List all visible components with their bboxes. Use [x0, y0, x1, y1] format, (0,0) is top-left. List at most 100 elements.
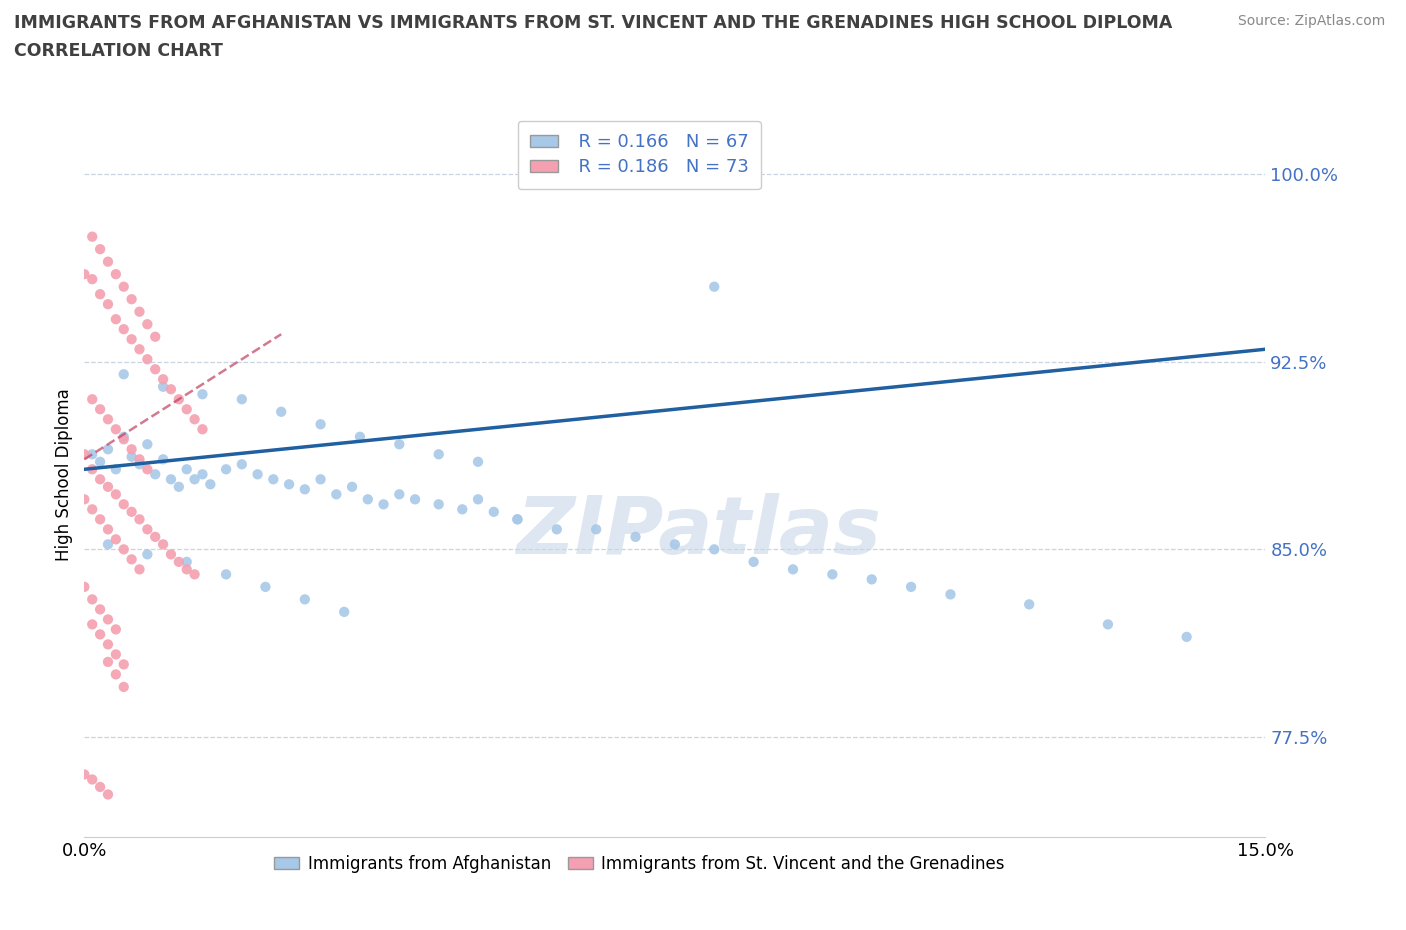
Point [183, 472, 205, 486]
Text: CORRELATION CHART: CORRELATION CHART [14, 42, 224, 60]
Point [104, 667, 127, 682]
Point [451, 502, 474, 517]
Point [349, 430, 371, 445]
Point [89, 602, 111, 617]
Point [128, 304, 150, 319]
Point [73, 767, 96, 782]
Point [1175, 630, 1198, 644]
Point [506, 512, 529, 526]
Point [97, 254, 120, 269]
Point [104, 647, 127, 662]
Point [89, 472, 111, 486]
Point [112, 657, 135, 671]
Point [167, 479, 190, 494]
Point [128, 457, 150, 472]
Point [183, 412, 205, 427]
Point [183, 567, 205, 582]
Point [467, 455, 489, 470]
Point [121, 449, 143, 464]
Point [104, 532, 127, 547]
Point [73, 446, 96, 461]
Point [136, 462, 159, 477]
Point [176, 462, 198, 477]
Point [89, 512, 111, 526]
Point [97, 479, 120, 494]
Point [136, 437, 159, 452]
Point [294, 591, 316, 606]
Point [246, 467, 269, 482]
Point [1097, 617, 1119, 631]
Point [664, 537, 686, 551]
Point [104, 487, 127, 502]
Point [89, 286, 111, 301]
Point [160, 472, 183, 486]
Point [89, 627, 111, 642]
Point [73, 267, 96, 282]
Point [270, 405, 292, 419]
Point [167, 392, 190, 406]
Point [467, 492, 489, 507]
Point [104, 267, 127, 282]
Point [546, 522, 568, 537]
Point [128, 512, 150, 526]
Point [97, 787, 120, 802]
Point [624, 529, 647, 544]
Point [121, 551, 143, 566]
Point [191, 467, 214, 482]
Point [152, 372, 174, 387]
Point [97, 637, 120, 652]
Point [82, 272, 104, 286]
Point [112, 366, 135, 381]
Point [112, 497, 135, 512]
Point [703, 542, 725, 557]
Point [73, 492, 96, 507]
Point [121, 292, 143, 307]
Point [82, 502, 104, 517]
Point [128, 562, 150, 577]
Point [167, 554, 190, 569]
Point [97, 412, 120, 427]
Point [278, 477, 301, 492]
Point [900, 579, 922, 594]
Point [176, 562, 198, 577]
Point [97, 442, 120, 457]
Point [104, 422, 127, 437]
Point [82, 446, 104, 461]
Point [152, 379, 174, 394]
Point [506, 512, 529, 526]
Point [357, 492, 380, 507]
Point [136, 352, 159, 366]
Point [97, 537, 120, 551]
Point [176, 402, 198, 417]
Point [82, 462, 104, 477]
Point [89, 455, 111, 470]
Point [215, 567, 238, 582]
Point [104, 312, 127, 326]
Point [82, 591, 104, 606]
Point [82, 229, 104, 244]
Point [112, 680, 135, 695]
Point [112, 432, 135, 446]
Point [231, 457, 253, 472]
Point [104, 462, 127, 477]
Point [821, 567, 844, 582]
Point [585, 522, 607, 537]
Point [191, 422, 214, 437]
Point [73, 579, 96, 594]
Point [121, 332, 143, 347]
Point [97, 655, 120, 670]
Point [231, 392, 253, 406]
Point [136, 317, 159, 332]
Point [427, 446, 450, 461]
Point [482, 504, 505, 519]
Point [128, 452, 150, 467]
Point [373, 497, 395, 512]
Point [176, 554, 198, 569]
Point [742, 554, 765, 569]
Text: ZIPatlas: ZIPatlas [516, 493, 882, 571]
Point [97, 297, 120, 312]
Point [143, 329, 166, 344]
Point [200, 477, 222, 492]
Point [939, 587, 962, 602]
Text: Source: ZipAtlas.com: Source: ZipAtlas.com [1237, 14, 1385, 28]
